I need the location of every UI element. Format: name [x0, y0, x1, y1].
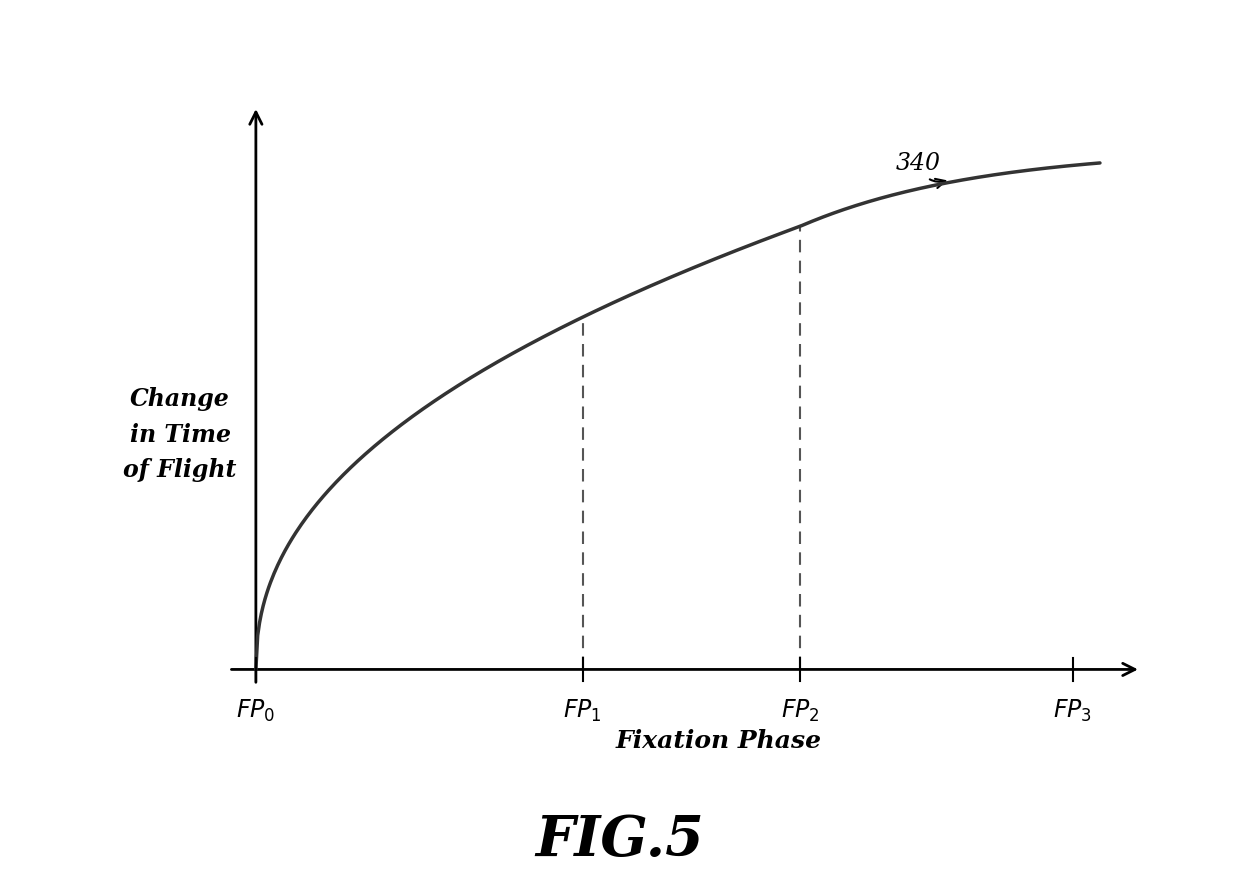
- Text: Change
in Time
of Flight: Change in Time of Flight: [124, 388, 237, 482]
- Text: $FP_1$: $FP_1$: [563, 698, 601, 724]
- Text: Fixation Phase: Fixation Phase: [616, 729, 822, 753]
- Text: $FP_0$: $FP_0$: [237, 698, 275, 724]
- Text: FIG.5: FIG.5: [536, 813, 704, 868]
- Text: $FP_3$: $FP_3$: [1053, 698, 1092, 724]
- Text: 340: 340: [895, 152, 945, 188]
- Text: $FP_2$: $FP_2$: [781, 698, 820, 724]
